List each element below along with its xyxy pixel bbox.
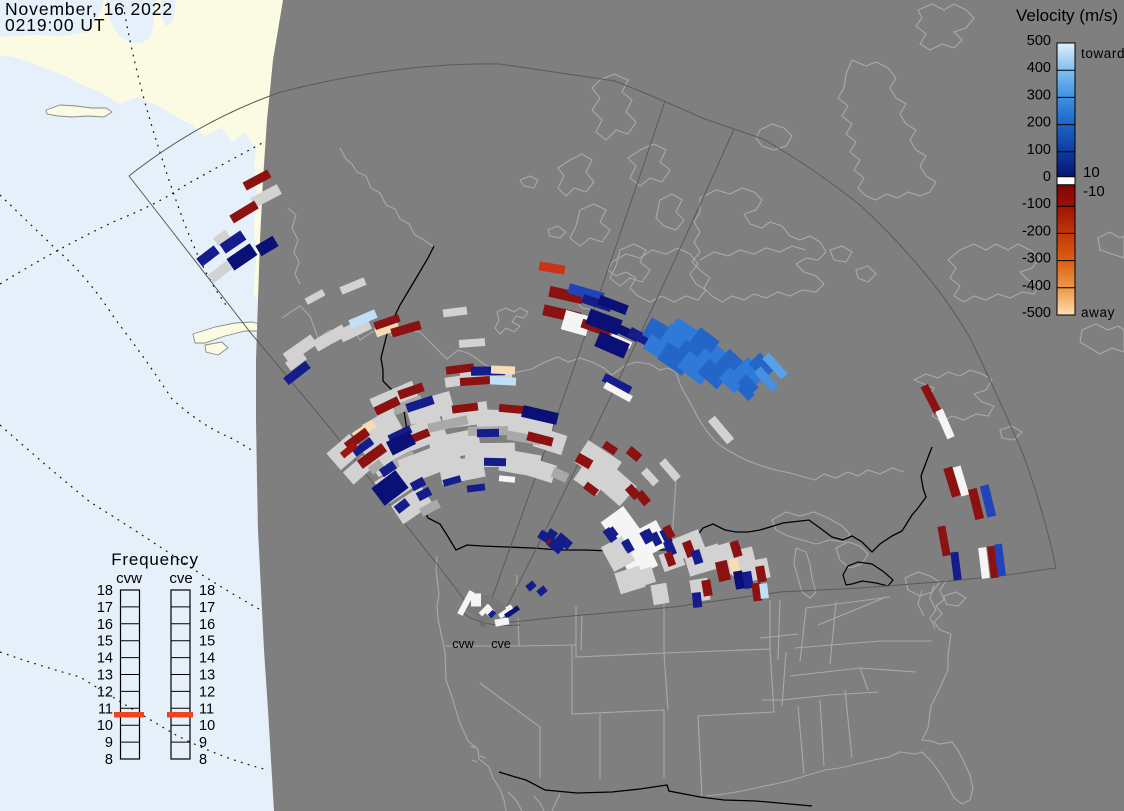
svg-text:10: 10 [97, 718, 113, 734]
svg-text:17: 17 [199, 600, 215, 616]
svg-text:November, 16 2022: November, 16 2022 [5, 0, 173, 19]
svg-text:Frequency: Frequency [111, 550, 199, 569]
svg-text:14: 14 [199, 651, 215, 667]
svg-text:cvw: cvw [116, 570, 142, 587]
svg-text:9: 9 [199, 735, 207, 751]
svg-text:16: 16 [199, 617, 215, 633]
svg-text:18: 18 [97, 583, 113, 599]
svg-text:400: 400 [1027, 60, 1051, 76]
svg-text:12: 12 [199, 684, 215, 700]
svg-text:cve: cve [491, 637, 511, 651]
svg-text:8: 8 [105, 752, 113, 768]
svg-text:11: 11 [199, 701, 214, 717]
svg-text:Velocity (m/s): Velocity (m/s) [1016, 6, 1118, 25]
svg-text:-500: -500 [1022, 305, 1051, 321]
svg-text:0: 0 [1043, 169, 1051, 185]
svg-text:12: 12 [97, 684, 113, 700]
svg-text:10: 10 [199, 718, 215, 734]
svg-text:13: 13 [199, 668, 215, 684]
svg-text:11: 11 [98, 701, 113, 717]
svg-text:16: 16 [97, 617, 113, 633]
svg-text:toward: toward [1081, 46, 1124, 61]
svg-text:17: 17 [97, 600, 113, 616]
svg-text:200: 200 [1027, 115, 1051, 131]
svg-text:-400: -400 [1022, 278, 1051, 294]
svg-text:-100: -100 [1022, 196, 1051, 212]
svg-text:away: away [1081, 305, 1115, 320]
svg-text:18: 18 [199, 583, 215, 599]
svg-text:9: 9 [105, 735, 113, 751]
svg-text:300: 300 [1027, 87, 1051, 103]
svg-text:8: 8 [199, 752, 207, 768]
svg-text:0219:00 UT: 0219:00 UT [5, 15, 105, 35]
svg-text:10: 10 [1083, 164, 1100, 181]
svg-text:15: 15 [199, 634, 215, 650]
svg-text:13: 13 [97, 668, 113, 684]
svg-text:15: 15 [97, 634, 113, 650]
svg-text:cvw: cvw [452, 637, 475, 651]
svg-text:-200: -200 [1022, 223, 1051, 239]
svg-text:cve: cve [169, 570, 192, 587]
svg-text:500: 500 [1027, 33, 1051, 49]
svg-text:100: 100 [1027, 142, 1051, 158]
svg-text:-300: -300 [1022, 251, 1051, 267]
svg-text:14: 14 [97, 651, 113, 667]
svg-text:-10: -10 [1083, 183, 1105, 200]
